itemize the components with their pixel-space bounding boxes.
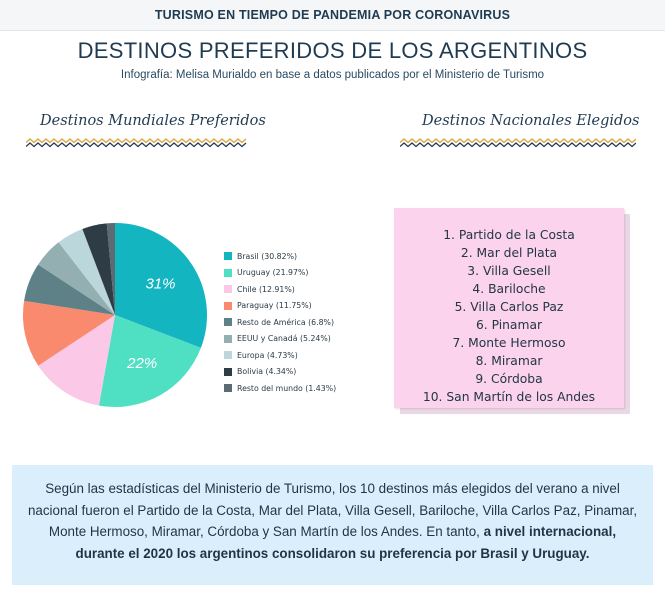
- pie-chart: 31% 22%: [22, 223, 207, 407]
- legend-label: Resto de América (6.8%): [237, 317, 334, 327]
- banner-kicker: TURISMO EN TIEMPO DE PANDEMIA POR CORONA…: [154, 8, 511, 22]
- legend-item: Bolivia (4.34%): [224, 364, 336, 380]
- pie-slice-uruguay: [98, 315, 201, 407]
- legend-label: Bolivia (4.34%): [237, 367, 297, 376]
- pie-slice-brasil: [115, 223, 207, 348]
- zigzag-gold-line: [400, 138, 636, 144]
- legend-swatch: [224, 285, 232, 293]
- pie-slice-europa: [58, 228, 115, 315]
- legend-swatch: [224, 384, 232, 392]
- list-item: 6. Pinamar: [475, 318, 543, 332]
- national-destinations-list: 1. Partido de la Costa 2. Mar del Plata 3.…: [394, 208, 624, 406]
- top-banner: TURISMO EN TIEMPO DE PANDEMIA POR CORONA…: [0, 0, 665, 31]
- zigzag-navy-line: [26, 142, 247, 148]
- pie-slice-resto-del-mundo: [106, 223, 115, 315]
- legend-label: Uruguay (21.97%): [237, 268, 309, 277]
- summary-box: Según las estadísticas del Ministerio de…: [12, 465, 653, 585]
- zigzag-divider-right: [400, 138, 636, 148]
- legend-item: Uruguay (21.97%): [224, 265, 336, 281]
- pie-slice-eeuu-y-canad-: [38, 242, 115, 315]
- legend-item: Brasil (30.82%): [224, 248, 336, 264]
- legend-swatch: [224, 252, 232, 260]
- legend-label: Chile (12.91%): [237, 284, 295, 294]
- zigzag-navy-line: [400, 142, 636, 148]
- page-title: DESTINOS PREFERIDOS DE LOS ARGENTINOS: [77, 38, 588, 63]
- list-item: 8. Miramar: [475, 354, 543, 368]
- list-item: 3. Villa Gesell: [467, 264, 551, 278]
- list-item: 1. Partido de la Costa: [443, 228, 575, 242]
- slice-data-label: 22%: [126, 355, 157, 372]
- legend-item: EEUU y Canadá (5.24%): [224, 331, 336, 347]
- slice-data-label: 31%: [145, 276, 175, 293]
- list-item: 2. Mar del Plata: [460, 246, 558, 260]
- legend-label: Resto del mundo (1.43%): [237, 383, 337, 393]
- world-section-title: Destinos Mundiales Preferidos: [40, 113, 266, 129]
- legend-swatch: [224, 351, 232, 359]
- national-destinations-note: 1. Partido de la Costa 2. Mar del Plata 3.…: [394, 208, 624, 408]
- pie-slice-chile: [38, 315, 115, 406]
- pie-slice-bolivia: [82, 223, 115, 315]
- legend-item: Resto de América (6.8%): [224, 314, 336, 330]
- list-item: 5. Villa Carlos Paz: [454, 300, 564, 314]
- pie-slice-resto-de-am-rica: [24, 264, 115, 315]
- legend-label: Paraguay (11.75%): [237, 301, 312, 310]
- legend-label: Europa (4.73%): [237, 350, 298, 360]
- list-item: 9. Córdoba: [475, 372, 543, 386]
- zigzag-gold-line: [26, 138, 247, 144]
- chart-legend: Brasil (30.82%) Uruguay (21.97%) Chile (12…: [224, 248, 336, 397]
- legend-swatch: [224, 301, 232, 310]
- page-subtitle: Infografía: Melisa Murialdo en base a da…: [120, 69, 545, 81]
- legend-label: Brasil (30.82%): [237, 251, 298, 261]
- legend-swatch: [224, 268, 232, 277]
- list-item: 4. Bariloche: [472, 282, 546, 296]
- legend-item: Europa (4.73%): [224, 347, 336, 363]
- legend-item: Chile (12.91%): [224, 281, 336, 297]
- summary-highlight: a nivel internacional, durante el 2020 l…: [75, 524, 617, 561]
- summary-text: Según las estadísticas del Ministerio de…: [27, 481, 638, 539]
- zigzag-divider-left: [26, 138, 247, 148]
- national-section-title: Destinos Nacionales Elegidos: [422, 113, 640, 129]
- legend-swatch: [224, 334, 232, 343]
- list-item: 7. Monte Hermoso: [452, 336, 566, 350]
- legend-swatch: [224, 318, 232, 326]
- pie-slice-paraguay: [22, 300, 115, 366]
- legend-item: Paraguay (11.75%): [224, 298, 336, 314]
- legend-item: Resto del mundo (1.43%): [224, 380, 336, 396]
- legend-label: EEUU y Canadá (5.24%): [237, 334, 331, 343]
- list-item: 10. San Martín de los Andes: [422, 390, 596, 404]
- legend-swatch: [224, 367, 232, 376]
